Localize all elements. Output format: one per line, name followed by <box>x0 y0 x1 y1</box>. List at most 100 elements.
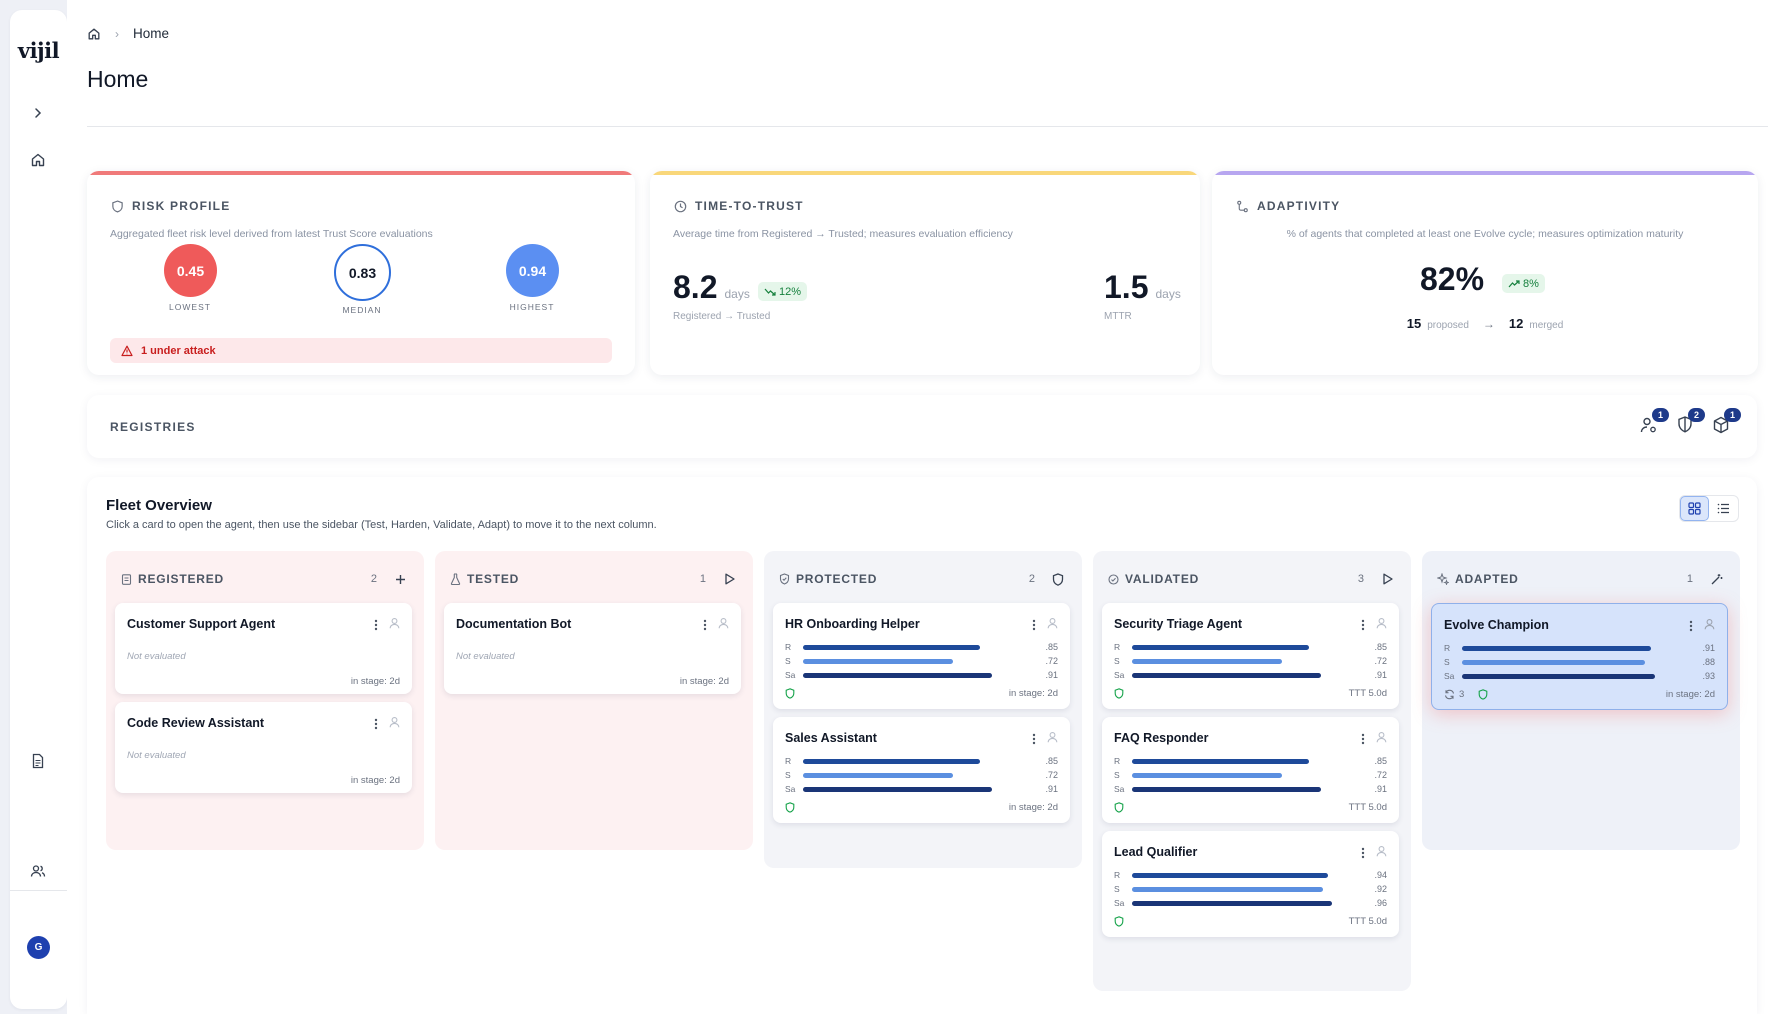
stage-duration: in stage: 2d <box>1008 802 1058 813</box>
more-vertical-icon[interactable] <box>1032 619 1036 631</box>
score-label: Sa <box>1444 671 1455 681</box>
trend-down-icon <box>764 288 776 296</box>
score-label: R <box>1444 643 1451 653</box>
count-badge: 1 <box>1652 408 1669 422</box>
more-vertical-icon[interactable] <box>1361 619 1365 631</box>
score-label: R <box>1114 870 1121 880</box>
agent-card-selected[interactable]: Evolve Champion R .91 S .88 Sa .93 3 in stage… <box>1431 603 1728 710</box>
play-icon <box>1382 573 1393 585</box>
agent-card[interactable]: Documentation Bot Not evaluated in stage… <box>444 603 741 694</box>
column-name: VALIDATED <box>1125 572 1200 586</box>
list-view-button[interactable] <box>1709 496 1738 521</box>
score-row-r: R .91 <box>1444 642 1715 654</box>
expand-sidebar-button[interactable] <box>26 101 50 125</box>
more-vertical-icon[interactable] <box>1032 733 1036 745</box>
column-name: REGISTERED <box>138 572 225 586</box>
document-icon <box>32 753 44 769</box>
score-track <box>1132 644 1340 650</box>
score-bar <box>1462 645 1652 651</box>
add-agent-button[interactable] <box>391 570 409 588</box>
card-subtitle: Average time from Registered → Trusted; … <box>673 228 1013 240</box>
shield-icon <box>112 199 123 213</box>
agent-registry-button[interactable]: 1 <box>1639 408 1669 439</box>
evaluation-status: Not evaluated <box>127 750 186 761</box>
user-icon <box>389 618 400 629</box>
avatar[interactable]: G <box>27 936 50 959</box>
avg-ttt-unit: days <box>724 287 750 301</box>
score-row-s: S .88 <box>1444 656 1715 668</box>
fleet-title: Fleet Overview <box>106 497 212 514</box>
score-value: .96 <box>1374 898 1387 908</box>
count-badge: 2 <box>1688 408 1705 422</box>
agent-name: Customer Support Agent <box>127 617 276 631</box>
score-bar <box>803 644 980 650</box>
card-title: TIME-TO-TRUST <box>695 199 804 213</box>
nav-team[interactable] <box>26 859 50 883</box>
adaptivity-card: ADAPTIVITY % of agents that completed at… <box>1212 171 1758 375</box>
more-vertical-icon[interactable] <box>703 619 707 631</box>
nav-docs[interactable] <box>26 749 50 773</box>
score-row-sa: Sa .96 <box>1114 897 1387 909</box>
column-count: 1 <box>699 573 706 585</box>
evolve-cycles: 3 <box>1444 689 1464 700</box>
nav-home[interactable] <box>26 148 50 172</box>
run-validation-button[interactable] <box>1378 570 1396 588</box>
more-vertical-icon[interactable] <box>374 718 378 730</box>
score-bar <box>1462 659 1646 665</box>
under-attack-alert[interactable]: 1 under attack <box>110 338 612 363</box>
agent-card[interactable]: HR Onboarding Helper R .85 S .72 Sa .91 in st… <box>773 603 1070 709</box>
policy-registry-button[interactable]: 2 <box>1675 408 1705 439</box>
score-row-r: R .85 <box>1114 641 1387 653</box>
more-vertical-icon[interactable] <box>374 619 378 631</box>
package-registry-button[interactable]: 1 <box>1711 408 1741 439</box>
agent-name: FAQ Responder <box>1114 731 1209 745</box>
count-badge: 1 <box>1724 408 1741 422</box>
breadcrumb-current: Home <box>133 26 170 41</box>
user-icon <box>1704 619 1715 630</box>
score-row-sa: Sa .91 <box>1114 669 1387 681</box>
agent-card[interactable]: Lead Qualifier R .94 S .92 Sa .96 TTT 5.0d <box>1102 831 1399 937</box>
agent-card[interactable]: Code Review Assistant Not evaluated in s… <box>115 702 412 793</box>
time-to-trust: TTT 5.0d <box>1348 802 1387 813</box>
agent-card[interactable]: FAQ Responder R .85 S .72 Sa .91 TTT 5.0d <box>1102 717 1399 823</box>
run-test-button[interactable] <box>720 570 738 588</box>
app-logo[interactable]: vijil <box>17 38 60 63</box>
score-row-sa: Sa .93 <box>1444 670 1715 682</box>
shield-half-icon <box>1678 416 1692 433</box>
adaptivity-value: 82% <box>1420 261 1485 297</box>
wand-icon <box>1711 573 1722 584</box>
stage-duration: in stage: 2d <box>350 775 400 786</box>
score-bar <box>803 772 953 778</box>
score-value: .72 <box>1374 770 1387 780</box>
adapt-button[interactable] <box>1707 570 1725 588</box>
more-vertical-icon[interactable] <box>1689 620 1693 632</box>
score-bar <box>1132 786 1322 792</box>
score-track <box>1132 672 1340 678</box>
score-track <box>803 644 1011 650</box>
score-bar <box>803 786 993 792</box>
harden-button[interactable] <box>1049 570 1067 588</box>
column-registered: REGISTERED 2 Customer Support Agent Not … <box>106 551 424 850</box>
more-vertical-icon[interactable] <box>1361 847 1365 859</box>
score-value: .72 <box>1374 656 1387 666</box>
agent-card[interactable]: Sales Assistant R .85 S .72 Sa .91 in stage: … <box>773 717 1070 823</box>
score-value: .72 <box>1045 656 1058 666</box>
more-vertical-icon[interactable] <box>1361 733 1365 745</box>
column-count: 2 <box>370 573 377 585</box>
agent-name: Code Review Assistant <box>127 716 265 730</box>
grid-view-button[interactable] <box>1680 496 1710 521</box>
agent-name: Evolve Champion <box>1444 618 1549 632</box>
score-bar <box>1132 900 1332 906</box>
score-label: S <box>785 770 791 780</box>
agent-card[interactable]: Security Triage Agent R .85 S .72 Sa .91 TTT … <box>1102 603 1399 709</box>
score-value: .92 <box>1374 884 1387 894</box>
agent-card[interactable]: Customer Support Agent Not evaluated in … <box>115 603 412 694</box>
user-icon <box>1047 732 1058 743</box>
score-bar <box>1132 658 1282 664</box>
evaluation-status: Not evaluated <box>127 651 186 662</box>
stage-duration: in stage: 2d <box>350 676 400 687</box>
shield-check-icon <box>785 688 795 699</box>
column-name: ADAPTED <box>1455 572 1519 586</box>
score-track <box>1132 772 1340 778</box>
column-name: PROTECTED <box>796 572 878 586</box>
